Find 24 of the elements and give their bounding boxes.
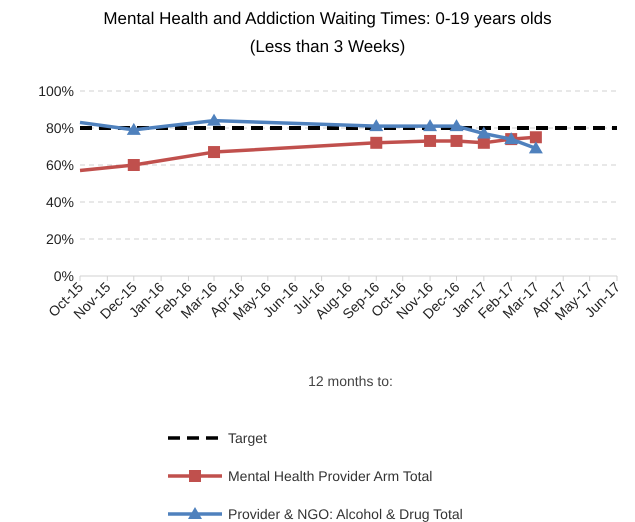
point (369, 119, 384, 132)
point (476, 126, 491, 139)
point (128, 159, 140, 171)
point (208, 146, 220, 158)
point (528, 141, 543, 154)
point (450, 119, 464, 132)
x-axis-title: 12 months to: (308, 373, 393, 389)
point (423, 119, 438, 132)
point (450, 134, 463, 147)
y-tick-label: 60% (46, 157, 74, 173)
legend-label: Mental Health Provider Arm Total (228, 468, 432, 484)
legend-label: Provider & NGO: Alcohol & Drug Total (228, 506, 463, 522)
chart-title: Mental Health and Addiction Waiting Times: 0-19 years olds (Less than 3 Weeks) (103, 9, 552, 56)
legend-label: Target (228, 430, 268, 446)
point (530, 131, 542, 144)
y-tick-label: 80% (46, 120, 74, 136)
y-tick-label: 0% (54, 268, 74, 284)
point (207, 114, 222, 126)
point (370, 136, 382, 149)
y-tick-label: 40% (46, 194, 74, 210)
y-tick-label: 20% (46, 231, 74, 247)
point (126, 122, 141, 135)
point (424, 134, 436, 147)
y-tick-label: 100% (38, 83, 74, 99)
